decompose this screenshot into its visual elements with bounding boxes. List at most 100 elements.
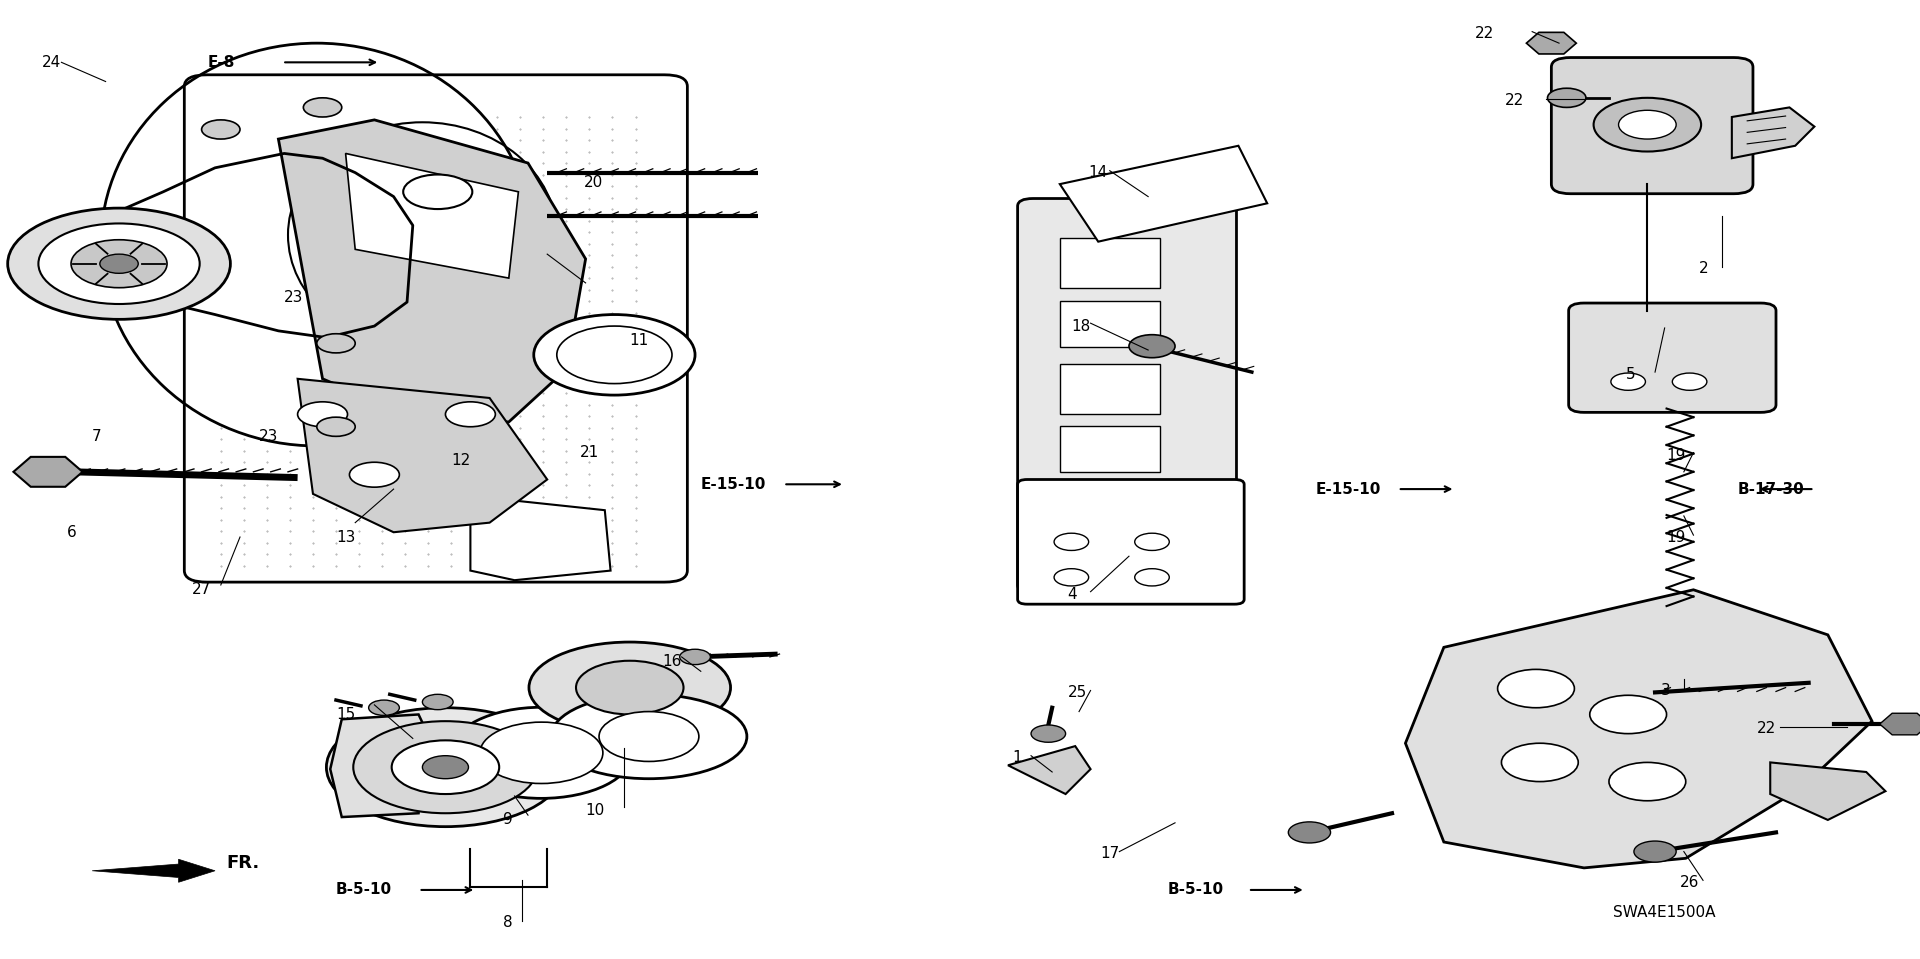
Circle shape — [317, 334, 355, 353]
Circle shape — [422, 694, 453, 710]
Text: 25: 25 — [1068, 685, 1087, 700]
Text: 19: 19 — [1667, 529, 1686, 545]
Text: 22: 22 — [1505, 93, 1524, 108]
Circle shape — [1590, 695, 1667, 734]
Text: 14: 14 — [1089, 165, 1108, 180]
Polygon shape — [470, 501, 611, 580]
Text: 22: 22 — [1475, 26, 1494, 41]
Circle shape — [38, 223, 200, 304]
Circle shape — [303, 98, 342, 117]
Polygon shape — [13, 456, 83, 487]
Polygon shape — [330, 714, 426, 817]
Ellipse shape — [449, 708, 634, 798]
Text: 9: 9 — [503, 812, 513, 828]
Text: E-15-10: E-15-10 — [1315, 481, 1380, 497]
Ellipse shape — [530, 643, 730, 734]
Text: 10: 10 — [586, 803, 605, 818]
Circle shape — [1634, 841, 1676, 862]
Text: 19: 19 — [1667, 448, 1686, 463]
Bar — [1060, 426, 1160, 472]
Text: E-8: E-8 — [207, 55, 234, 70]
Text: 17: 17 — [1100, 846, 1119, 861]
Circle shape — [445, 402, 495, 427]
Text: 26: 26 — [1680, 875, 1699, 890]
Circle shape — [1594, 98, 1701, 152]
Circle shape — [71, 240, 167, 288]
Circle shape — [576, 661, 684, 714]
Text: 8: 8 — [503, 915, 513, 930]
Text: 13: 13 — [336, 529, 355, 545]
Text: 11: 11 — [630, 333, 649, 348]
Circle shape — [557, 326, 672, 384]
Ellipse shape — [102, 43, 532, 446]
Polygon shape — [1060, 146, 1267, 242]
Circle shape — [1611, 373, 1645, 390]
Text: 1: 1 — [1012, 750, 1021, 765]
Polygon shape — [92, 859, 215, 882]
Circle shape — [1501, 743, 1578, 782]
Circle shape — [392, 740, 499, 794]
Polygon shape — [1008, 746, 1091, 794]
Polygon shape — [346, 153, 518, 278]
Text: SWA4E1500A: SWA4E1500A — [1613, 905, 1715, 921]
Text: 23: 23 — [259, 429, 278, 444]
Circle shape — [1548, 88, 1586, 107]
Text: 15: 15 — [336, 707, 355, 722]
Text: B-17-30: B-17-30 — [1738, 481, 1805, 497]
Polygon shape — [1880, 713, 1920, 735]
Text: 27: 27 — [192, 582, 211, 597]
Text: 6: 6 — [67, 525, 77, 540]
Text: FR.: FR. — [227, 854, 259, 872]
Circle shape — [1498, 669, 1574, 708]
Bar — [1060, 364, 1160, 414]
Circle shape — [1129, 335, 1175, 358]
Circle shape — [1135, 533, 1169, 550]
Bar — [1060, 238, 1160, 288]
Circle shape — [422, 756, 468, 779]
Text: E-15-10: E-15-10 — [701, 477, 766, 492]
Text: 3: 3 — [1661, 683, 1670, 698]
Circle shape — [202, 120, 240, 139]
Circle shape — [298, 402, 348, 427]
FancyBboxPatch shape — [1569, 303, 1776, 412]
Circle shape — [317, 417, 355, 436]
Text: B-5-10: B-5-10 — [1167, 882, 1223, 898]
Circle shape — [353, 721, 538, 813]
Circle shape — [1135, 569, 1169, 586]
Circle shape — [369, 700, 399, 715]
Text: 7: 7 — [92, 429, 102, 444]
Text: 21: 21 — [580, 445, 599, 460]
FancyBboxPatch shape — [1018, 480, 1244, 604]
Circle shape — [349, 462, 399, 487]
Circle shape — [1288, 822, 1331, 843]
Text: 22: 22 — [1757, 721, 1776, 737]
Polygon shape — [1526, 33, 1576, 54]
Circle shape — [680, 649, 710, 665]
Polygon shape — [1732, 107, 1814, 158]
Circle shape — [480, 722, 603, 784]
Text: 20: 20 — [584, 175, 603, 190]
Text: 12: 12 — [451, 453, 470, 468]
Bar — [1060, 301, 1160, 347]
FancyBboxPatch shape — [1018, 199, 1236, 593]
Polygon shape — [278, 120, 586, 422]
Circle shape — [1672, 373, 1707, 390]
Text: 4: 4 — [1068, 587, 1077, 602]
Text: B-5-10: B-5-10 — [336, 882, 392, 898]
Circle shape — [534, 315, 695, 395]
Circle shape — [403, 175, 472, 209]
Circle shape — [8, 208, 230, 319]
Circle shape — [1619, 110, 1676, 139]
Circle shape — [1609, 762, 1686, 801]
Text: 16: 16 — [662, 654, 682, 669]
Text: 24: 24 — [42, 55, 61, 70]
Ellipse shape — [551, 694, 747, 779]
Circle shape — [100, 254, 138, 273]
Circle shape — [599, 712, 699, 761]
Circle shape — [1031, 725, 1066, 742]
Polygon shape — [298, 379, 547, 532]
Circle shape — [1054, 569, 1089, 586]
Circle shape — [326, 708, 564, 827]
Text: 5: 5 — [1626, 366, 1636, 382]
Text: 23: 23 — [284, 290, 303, 305]
